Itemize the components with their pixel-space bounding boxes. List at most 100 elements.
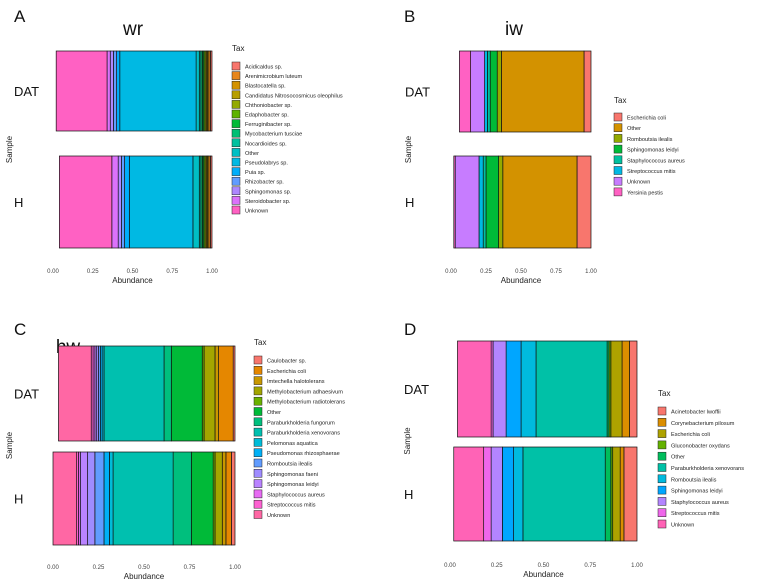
legend-label: Blastocatella sp. [245, 84, 286, 90]
legend-label: Corynebacterium pilosum [671, 421, 735, 427]
legend-label: Other [627, 126, 641, 132]
bar-segment [109, 50, 114, 132]
y-axis-title: Sample [403, 427, 412, 455]
bar-segment [106, 50, 111, 132]
x-tick-label: 0.75 [584, 563, 596, 569]
legend-swatch [231, 167, 241, 176]
legend-label: Staphylococcus aureus [267, 492, 325, 498]
x-tick-label: 1.00 [229, 565, 241, 571]
bar-segment [121, 155, 125, 249]
legend-label: Edaphobacter sp. [245, 113, 289, 119]
legend: Tax Acinetobacter lwoffii Corynebacterium … [657, 389, 744, 529]
legend-swatch [253, 355, 263, 365]
legend-label: Methylobacterium radiotolerans [267, 400, 345, 406]
legend-swatch [253, 448, 263, 457]
legend-label: Paraburkholderia fungorum [267, 420, 335, 426]
legend: Tax Escherichia coli Other Romboutsia ileal… [613, 96, 685, 197]
bar-segment [610, 340, 623, 438]
bar-segment [483, 446, 492, 542]
legend-swatch [657, 519, 667, 529]
bar-segment [487, 50, 491, 133]
legend-swatch [231, 196, 241, 205]
bar-segment [453, 446, 485, 542]
bar-segment [485, 155, 499, 249]
bar-segment [505, 340, 522, 438]
bar-segment [225, 451, 232, 546]
legend-label: Other [267, 410, 281, 416]
x-tick-label: 0.25 [480, 269, 492, 275]
bar-segment [576, 155, 592, 249]
legend-title: Tax [254, 338, 266, 347]
panel-d: DcDATHSample0.000.250.500.751.00Abundanc… [403, 320, 744, 579]
legend-label: Chthoniobacter sp. [245, 103, 292, 109]
legend-label: Paraburkholderia xenovorans [671, 466, 744, 472]
legend-swatch [231, 138, 241, 148]
legend-label: Streptococcus mitis [267, 503, 316, 509]
legend-label: Sphingomonas sp. [245, 189, 292, 195]
bar-row-dat [459, 50, 592, 133]
x-axis-title: Abundance [523, 570, 564, 579]
legend-label: Unknown [671, 523, 694, 529]
legend-swatch [657, 463, 667, 472]
bar-segment [52, 451, 78, 546]
legend-swatch [231, 176, 241, 186]
x-tick-label: 0.25 [87, 269, 99, 275]
legend-swatch [613, 187, 623, 197]
legend-swatch [657, 508, 667, 517]
bar-segment [124, 155, 130, 249]
legend-title: Tax [614, 96, 626, 105]
bar-segment [119, 50, 197, 132]
x-tick-label: 0.50 [515, 269, 527, 275]
panel-title: wr [122, 19, 144, 40]
legend-label: Pseudomonas rhizosphaerae [267, 451, 340, 457]
legend-swatch [231, 90, 241, 100]
legend-label: Acinetobacter lwoffii [671, 410, 721, 416]
x-tick-label: 0.75 [184, 565, 196, 571]
legend-swatch [253, 510, 263, 519]
legend-label: Nocardioides sp. [245, 141, 287, 147]
legend-title: Tax [658, 389, 670, 398]
legend-swatch [657, 451, 667, 461]
legend-swatch [657, 497, 667, 506]
bar-segment [94, 451, 105, 546]
legend: Tax Acidicaldus sp. Arenimicrobium luteum B… [231, 44, 343, 215]
legend-label: Unknown [267, 513, 290, 519]
legend-label: Pelomonas aquatica [267, 441, 319, 447]
bar-segment [520, 340, 537, 438]
legend-label: Escherichia coli [267, 369, 306, 375]
legend-label: Escherichia coli [627, 116, 666, 122]
bar-segment [117, 155, 122, 249]
bar-segment [459, 50, 471, 133]
panel-letter: D [404, 320, 416, 339]
bar-segment [619, 446, 625, 542]
legend-label: Arenimicrobium luteum [245, 74, 303, 80]
bar-segment [492, 340, 507, 438]
bar-segment [535, 340, 608, 438]
legend-label: Candidatus Nitrosocosmicus oleophilus [245, 93, 343, 99]
legend-label: Staphylococcus aureus [627, 158, 685, 164]
legend-title: Tax [232, 44, 244, 53]
x-tick-label: 0.00 [47, 565, 59, 571]
panel-a: Awr DAT H Sample 0.00 0.25 0.50 0.75 1.00 Abundan… [5, 7, 343, 285]
legend-swatch [253, 407, 263, 416]
legend-swatch [657, 440, 667, 450]
bar-segment [190, 451, 214, 546]
x-tick-label: 0.50 [127, 269, 139, 275]
bar-segment [214, 451, 223, 546]
legend-swatch [613, 112, 623, 122]
legend-swatch [231, 61, 241, 71]
bar-segment [58, 345, 92, 442]
bar-segment [170, 345, 203, 442]
panel-letter: B [404, 7, 415, 26]
bar-segment [113, 50, 117, 132]
bar-segment [583, 50, 592, 133]
legend-label: Escherichia coli [671, 432, 710, 438]
legend-label: Sphingomonas leidyi [671, 489, 723, 495]
legend-label: Sphingomonas leidyi [627, 148, 679, 154]
bar-row-dat [58, 345, 236, 442]
legend-label: Steroidobacter sp. [245, 199, 291, 205]
legend-label: Imtechella halotolerans [267, 379, 325, 385]
legend-swatch [231, 109, 241, 119]
bar-segment [172, 451, 192, 546]
y-axis-title: Sample [5, 431, 14, 459]
